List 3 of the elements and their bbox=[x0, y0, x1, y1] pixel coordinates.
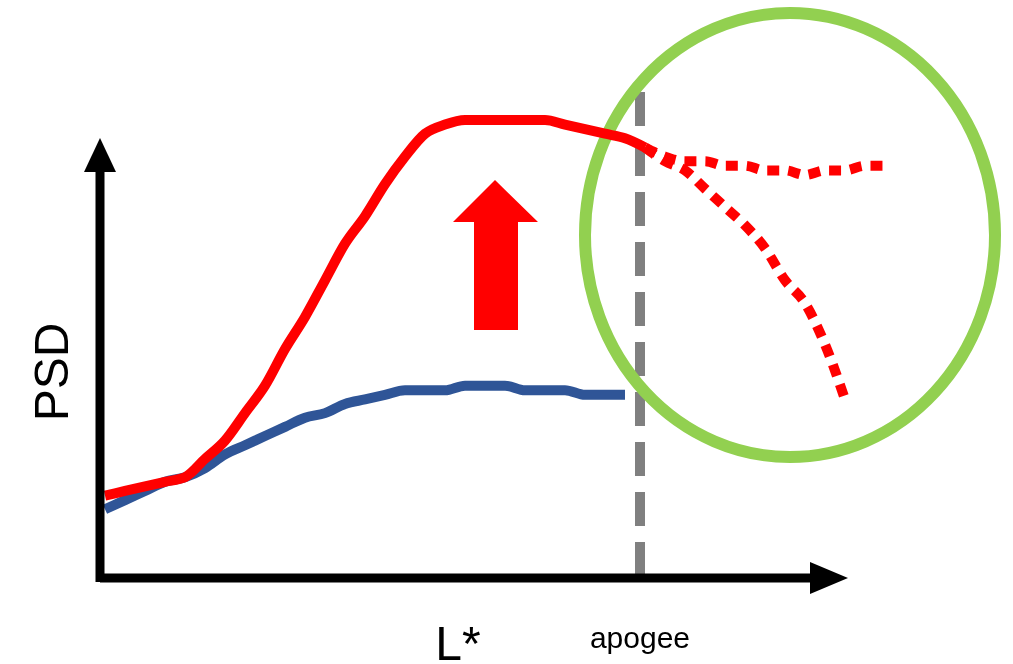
y-axis-title: PSD bbox=[25, 322, 78, 422]
x-axis-title: L* bbox=[435, 617, 481, 664]
text: apogee bbox=[589, 621, 691, 654]
